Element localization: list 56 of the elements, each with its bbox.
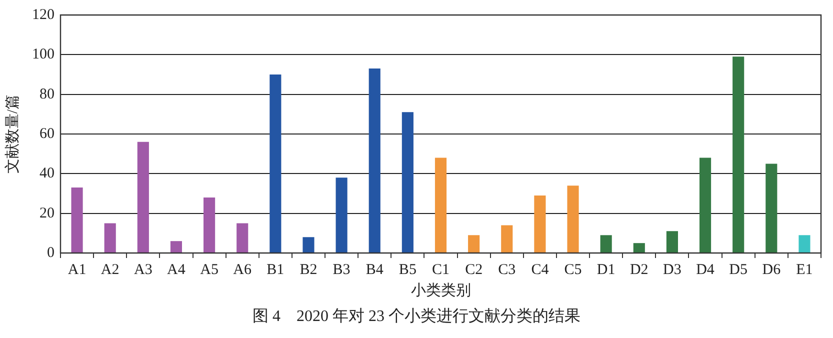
text: 图 4 2020 年对 23 个小类进行文献分类的结果 [252, 306, 582, 327]
bar [732, 56, 744, 252]
bar [302, 237, 314, 252]
bar [766, 164, 778, 252]
x-tick-label: D5 [729, 262, 748, 278]
x-tick-label: A3 [134, 262, 152, 278]
bar [633, 243, 645, 252]
bar [368, 68, 380, 252]
bar [567, 186, 579, 252]
bar [666, 231, 678, 252]
y-tick-label: 80 [40, 86, 54, 102]
x-tick-label: B5 [398, 262, 416, 278]
y-tick-label: 0 [47, 244, 54, 261]
x-tick-label: A4 [167, 262, 186, 278]
x-tick-label: A5 [200, 262, 218, 278]
y-tick-label: 40 [40, 166, 54, 182]
x-tick-label: D1 [596, 262, 616, 278]
bar [468, 235, 480, 252]
bar [270, 74, 282, 252]
bar [71, 188, 83, 252]
x-tick-label: A1 [68, 262, 86, 278]
x-tick-label: B3 [332, 262, 350, 278]
y-tick-label: 100 [32, 46, 54, 63]
y-tick-label: 60 [40, 126, 54, 142]
bar [534, 195, 546, 252]
x-tick-label: D3 [663, 262, 682, 278]
y-axis-title: 文献数量/篇 [4, 94, 21, 174]
x-tick-label: B4 [366, 262, 384, 278]
x-axis-title: 小类类别 [410, 282, 471, 299]
x-tick-label: C2 [465, 262, 483, 278]
x-tick-label: D2 [630, 262, 648, 278]
x-tick-label: B2 [300, 262, 318, 278]
x-tick-label: C4 [531, 262, 550, 278]
x-tick-label: A6 [233, 262, 252, 278]
bar [170, 241, 182, 252]
x-tick-label: C5 [564, 262, 582, 278]
bar [402, 112, 414, 252]
bar [798, 235, 810, 252]
bar [336, 178, 348, 252]
bar [104, 223, 116, 252]
bar [236, 223, 248, 252]
bar [699, 158, 712, 252]
x-tick-label: D4 [696, 262, 715, 278]
x-tick-label: A2 [100, 262, 120, 278]
bar [204, 197, 216, 252]
x-tick-label: E1 [796, 262, 813, 278]
x-tick-label: B1 [266, 262, 284, 278]
bar [501, 225, 513, 252]
x-tick-label: C1 [432, 262, 450, 278]
y-tick-label: 20 [40, 205, 54, 222]
x-tick-label: C3 [498, 262, 516, 278]
x-tick-label: D6 [762, 262, 782, 278]
y-tick-label: 120 [32, 6, 54, 23]
bar [600, 235, 612, 252]
bar [434, 158, 447, 252]
bar [137, 142, 149, 252]
